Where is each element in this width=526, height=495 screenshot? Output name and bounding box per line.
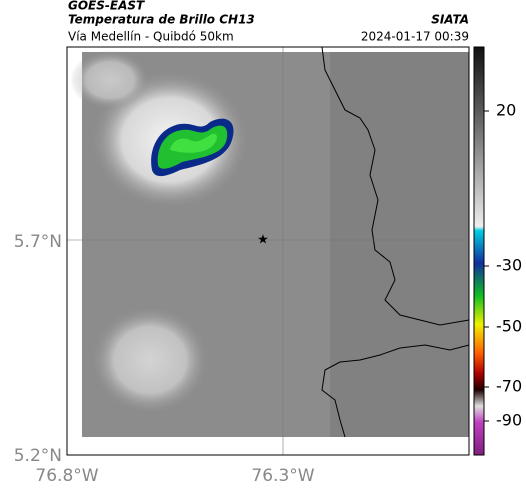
border (321, 344, 470, 438)
border (321, 46, 470, 326)
timestamp: 2024-01-17 00:39 (361, 30, 469, 44)
colorbar-label: -70 (496, 377, 522, 396)
colorbar (473, 46, 485, 456)
cloud (70, 50, 150, 110)
source: SIATA (431, 13, 469, 27)
colorbar-ticks (484, 110, 489, 422)
map-frame (66, 46, 470, 456)
colorbar-label: 20 (496, 101, 516, 120)
colorbar-label: -90 (496, 411, 522, 430)
colorbar-label: -30 (496, 256, 522, 275)
lon-label: 76.8°W (35, 466, 98, 486)
lat-label: 5.7°N (14, 232, 62, 252)
colorbar-label: -50 (496, 317, 522, 336)
product: Temperatura de Brillo CH13 (68, 13, 255, 27)
lat-label: 5.2°N (14, 446, 62, 466)
storm-core (170, 133, 217, 153)
east-region (330, 52, 469, 437)
cloud (90, 305, 210, 415)
route: Vía Medellín - Quibdó 50km (68, 30, 234, 44)
lon-label: 76.3°W (251, 466, 314, 486)
city-marker: ★ (257, 233, 269, 248)
satellite: GOES-EAST (68, 0, 145, 13)
